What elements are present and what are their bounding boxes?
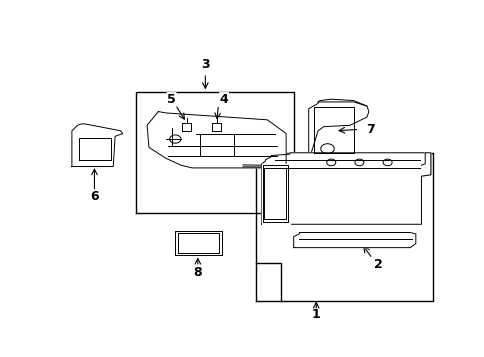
Text: 5: 5	[167, 93, 176, 106]
Text: 8: 8	[193, 266, 202, 279]
Text: 3: 3	[200, 58, 209, 71]
Polygon shape	[421, 153, 430, 224]
Polygon shape	[72, 124, 122, 166]
Text: 4: 4	[219, 93, 228, 106]
Text: 1: 1	[311, 308, 320, 322]
Text: 7: 7	[365, 123, 374, 136]
Polygon shape	[175, 231, 222, 255]
Polygon shape	[293, 232, 415, 248]
Text: 2: 2	[373, 258, 382, 271]
Polygon shape	[241, 165, 278, 167]
Polygon shape	[308, 102, 368, 161]
Text: 6: 6	[90, 190, 99, 203]
Polygon shape	[261, 164, 289, 224]
Polygon shape	[147, 111, 286, 168]
Polygon shape	[261, 153, 430, 224]
